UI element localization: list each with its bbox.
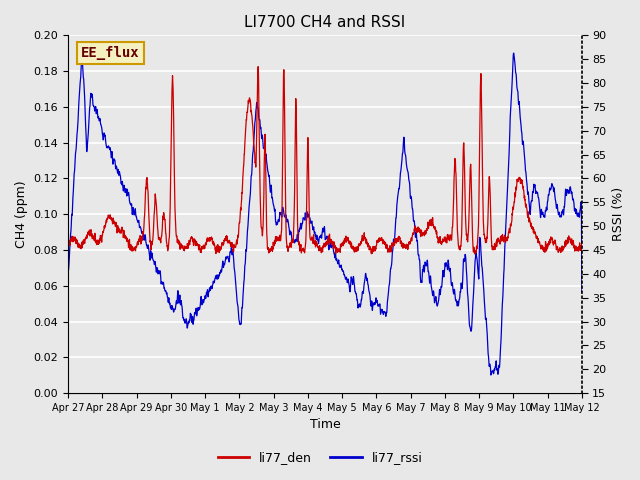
li77_rssi (284, 218, 292, 224)
li77_den (284, 247, 292, 253)
li77_rssi (308, 222, 316, 228)
li77_den (563, 240, 570, 246)
Line: li77_den: li77_den (68, 67, 582, 254)
li77_rssi (563, 192, 570, 198)
li77_rssi (487, 372, 495, 378)
Y-axis label: RSSI (%): RSSI (%) (612, 187, 625, 241)
li77_rssi (280, 212, 288, 217)
Legend: li77_den, li77_rssi: li77_den, li77_rssi (212, 446, 428, 469)
li77_den (578, 240, 586, 245)
li77_den (537, 244, 545, 250)
X-axis label: Time: Time (310, 419, 340, 432)
li77_den (438, 241, 445, 247)
Title: LI7700 CH4 and RSSI: LI7700 CH4 and RSSI (244, 15, 406, 30)
li77_den (471, 251, 479, 257)
li77_rssi (537, 213, 545, 219)
Y-axis label: CH4 (ppm): CH4 (ppm) (15, 180, 28, 248)
Text: EE_flux: EE_flux (81, 46, 140, 60)
li77_rssi (438, 284, 445, 289)
li77_rssi (578, 290, 586, 296)
li77_rssi (64, 271, 72, 277)
Line: li77_rssi: li77_rssi (68, 53, 582, 375)
li77_den (308, 235, 316, 241)
li77_den (64, 240, 72, 246)
li77_rssi (510, 50, 518, 56)
li77_den (280, 71, 288, 77)
li77_den (254, 64, 262, 70)
